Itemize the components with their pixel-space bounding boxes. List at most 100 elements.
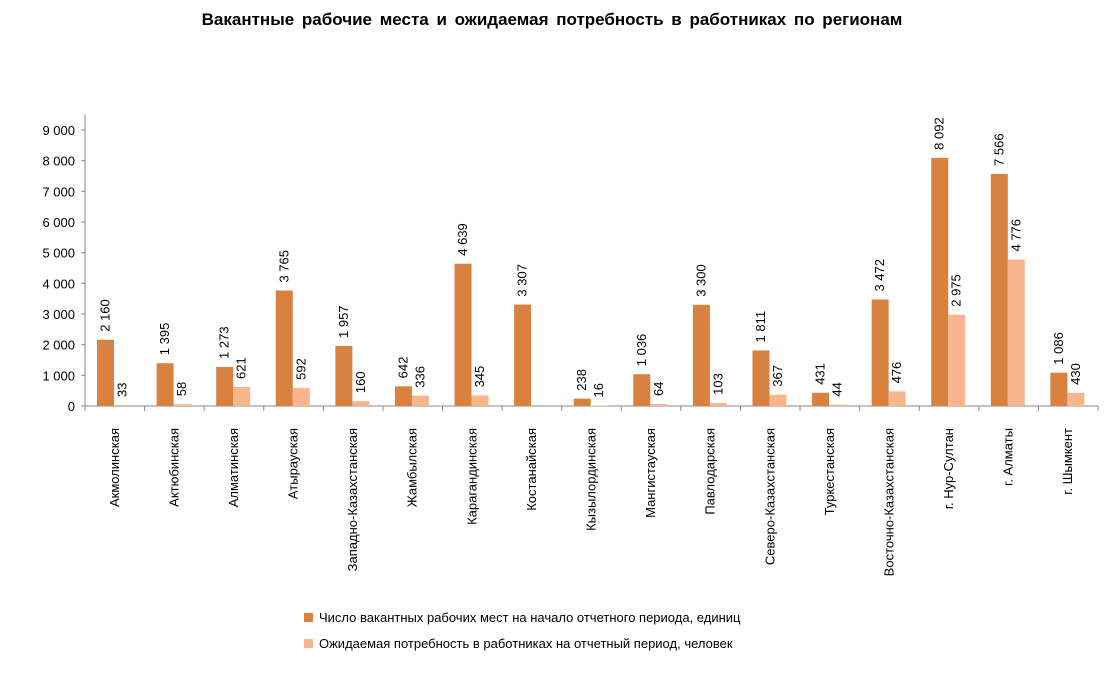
bar-demand [471,395,489,406]
category-label: г. Алматы [1001,428,1016,486]
bar-demand [650,404,668,406]
category-label: Северо-Казахстанская [762,428,777,565]
bar-vacancies [394,386,412,406]
category-label: Туркестанская [822,428,837,515]
data-label-vacancies: 642 [395,357,410,379]
bar-vacancies [156,363,174,406]
y-tick-label: 7 000 [42,184,75,199]
y-tick-label: 9 000 [42,123,75,138]
y-tick-label: 4 000 [42,276,75,291]
data-label-vacancies: 3 472 [872,259,887,292]
category-label: Мангистауская [643,428,658,518]
legend-swatch-demand [304,638,313,648]
bar-vacancies [871,299,889,406]
bar-demand [1007,259,1025,406]
data-label-vacancies: 1 811 [753,311,768,343]
bar-vacancies [573,398,591,406]
bar-vacancies [633,374,651,406]
data-label-vacancies: 431 [813,363,828,385]
data-label-vacancies: 8 092 [932,117,947,150]
bar-vacancies [335,345,353,406]
category-label: Акмолинская [107,428,122,507]
legend: Число вакантных рабочих мест на начало о… [304,604,740,656]
y-tick-label: 6 000 [42,215,75,230]
data-label-vacancies: 4 639 [455,223,470,256]
bar-demand [114,404,131,406]
bar-demand [233,386,251,406]
category-label: Карагандинская [464,428,479,525]
category-label: Кызылординская [584,428,599,531]
data-label-demand: 430 [1068,363,1083,385]
data-label-demand: 2 975 [949,274,964,307]
bar-vacancies [990,173,1008,406]
legend-label-demand: Ожидаемая потребность в работниках на от… [319,635,733,651]
legend-swatch-vacancies [304,612,313,622]
data-label-vacancies: 3 765 [276,250,291,283]
data-label-vacancies: 7 566 [991,133,1006,166]
bar-demand [769,394,787,406]
bar-demand [948,314,966,406]
data-label-vacancies: 1 957 [336,305,351,338]
category-label: Актюбинская [166,428,181,507]
data-label-vacancies: 238 [574,369,589,391]
category-label: Восточно-Казахстанская [881,428,896,576]
y-tick-label: 3 000 [42,307,75,322]
bar-vacancies [514,304,532,406]
y-tick-label: 8 000 [42,154,75,169]
data-label-demand: 336 [412,366,427,388]
data-label-vacancies: 3 300 [693,264,708,297]
category-label: Павлодарская [703,428,718,515]
y-tick-label: 0 [68,399,75,414]
y-tick-label: 2 000 [42,338,75,353]
chart-title: Вакантные рабочие места и ожидаемая потр… [201,10,903,29]
data-label-demand: 592 [293,358,308,380]
data-label-demand: 44 [830,382,845,396]
data-label-vacancies: 1 086 [1051,332,1066,365]
category-label: г. Нур-Султан [941,428,956,509]
bar-demand [590,405,608,407]
data-label-demand: 367 [770,365,785,387]
labels: 2 160 33 Акмолинская 1 395 58 Актюбинская 1 27… [98,117,1083,576]
legend-item-vacancies: Число вакантных рабочих мест на начало о… [304,604,740,630]
category-label: Костанайская [524,428,539,511]
legend-item-demand: Ожидаемая потребность в работниках на от… [304,630,740,656]
data-label-demand: 476 [889,362,904,384]
bar-vacancies [692,304,710,406]
category-label: г. Шымкент [1060,428,1075,495]
data-label-demand: 33 [115,383,130,397]
y-tick-label: 5 000 [42,246,75,261]
data-label-demand: 103 [710,373,725,395]
bar-vacancies [1050,372,1068,406]
data-label-demand: 58 [174,382,189,396]
bar-chart: 0 1 000 2 000 3 000 4 000 5 000 6 000 7 000 8 00… [42,114,1099,576]
bar-demand [292,387,310,406]
data-label-vacancies: 1 395 [157,323,172,356]
bar-demand [888,391,906,406]
bars [97,157,1085,407]
bar-vacancies [931,157,949,406]
bar-vacancies [454,263,472,406]
data-label-demand: 64 [651,382,666,396]
category-label: Атырауская [286,428,301,499]
data-label-vacancies: 1 036 [634,334,649,367]
y-tick-label: 1 000 [42,368,75,383]
bar-vacancies [97,339,114,406]
bar-demand [352,401,370,406]
bar-vacancies [275,290,293,406]
bar-demand [1067,392,1085,406]
bar-demand [709,402,727,406]
bar-demand [411,395,429,406]
category-label: Западно-Казахстанская [345,428,360,571]
data-label-vacancies: 3 307 [515,264,530,297]
data-label-demand: 345 [472,366,487,388]
data-label-demand: 621 [234,357,249,379]
data-label-demand: 160 [353,371,368,393]
bar-vacancies [752,350,770,406]
bar-demand [829,404,847,406]
bar-vacancies [812,392,830,406]
bar-vacancies [216,366,234,406]
data-label-demand: 16 [591,383,606,397]
data-label-vacancies: 1 273 [217,326,232,359]
category-label: Алматинская [226,428,241,507]
legend-label-vacancies: Число вакантных рабочих мест на начало о… [319,609,741,625]
